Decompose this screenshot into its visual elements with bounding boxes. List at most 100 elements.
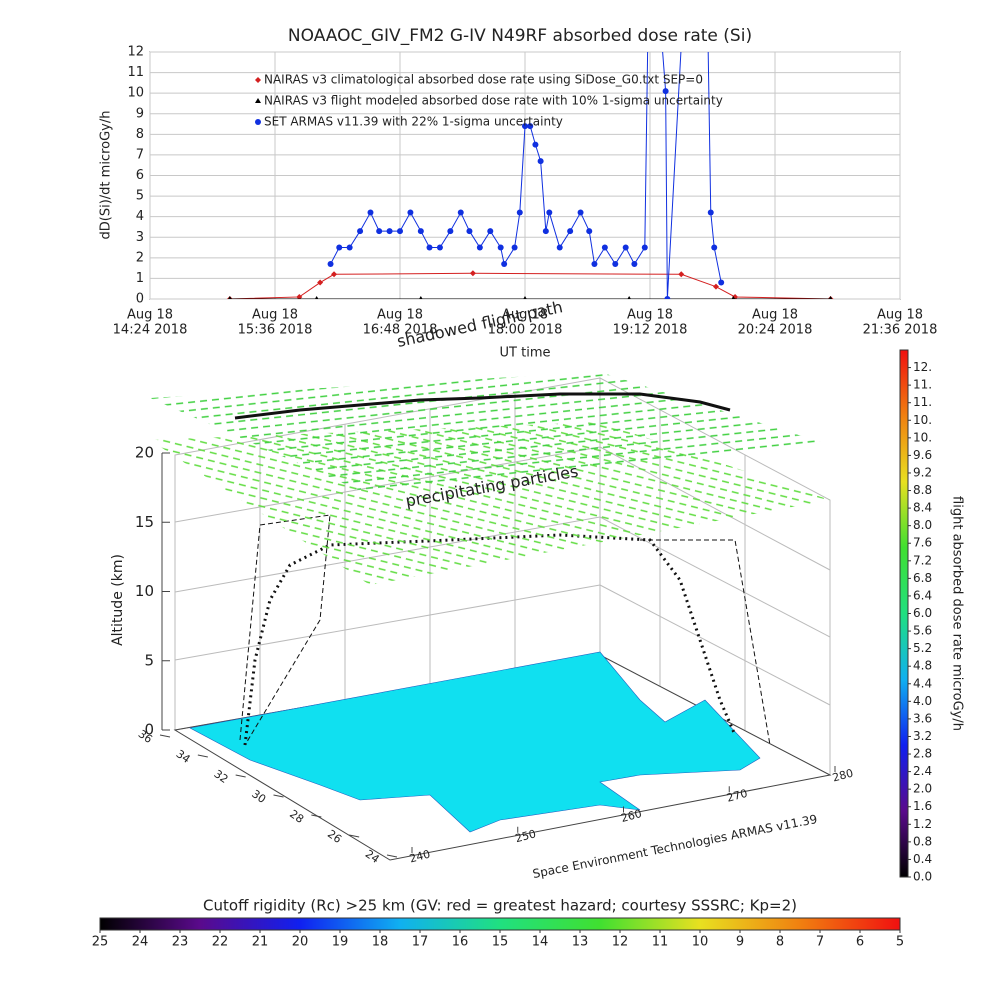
colorbar-tick-label: 24 <box>132 935 149 950</box>
colorbar-tick-label: 6.0 <box>913 606 932 620</box>
marker <box>296 293 303 299</box>
x-axis-label: UT time <box>500 346 551 361</box>
x-tick-label: 16:48 2018 <box>363 323 438 338</box>
x-tick-label: Aug 18 <box>502 308 548 323</box>
marker <box>357 228 364 235</box>
marker <box>327 261 334 268</box>
colorbar-tick-label: 16 <box>452 935 469 950</box>
marker <box>436 244 443 251</box>
colorbar-tick-label: 6.8 <box>913 571 932 585</box>
marker <box>469 270 476 277</box>
marker <box>336 244 343 251</box>
colorbar-tick-label: 8.4 <box>913 501 932 515</box>
colorbar-tick-label: 1.6 <box>913 799 932 813</box>
y-tick-label: 1 <box>136 271 144 286</box>
colorbar-tick-label: 11. <box>913 378 932 392</box>
colorbar-tick-label: 25 <box>92 935 109 950</box>
x-tick-label: Aug 18 <box>627 308 673 323</box>
marker <box>457 209 464 216</box>
colorbar-tick-label: 0.4 <box>913 852 932 866</box>
marker <box>497 244 504 251</box>
colorbar-tick-label: 1.2 <box>913 817 932 831</box>
colorbar-label: Cutoff rigidity (Rc) >25 km (GV: red = g… <box>203 897 797 915</box>
x-tick-label: Aug 18 <box>377 308 423 323</box>
marker <box>542 228 549 235</box>
marker <box>317 279 324 286</box>
z-tick-label: 5 <box>144 651 154 669</box>
marker <box>466 228 473 235</box>
legend-label: SET ARMAS v11.39 with 22% 1-sigma uncert… <box>264 115 563 129</box>
colorbar-tick-label: 5 <box>896 935 904 950</box>
lat-tick <box>311 814 322 818</box>
colorbar-tick-label: 18 <box>372 935 389 950</box>
legend-label: NAIRAS v3 flight modeled absorbed dose r… <box>264 94 723 108</box>
y-tick-label: 11 <box>127 65 144 80</box>
marker <box>556 244 563 251</box>
lat-tick <box>197 754 208 758</box>
colorbar-tick-label: 13 <box>572 935 589 950</box>
y-tick-label: 4 <box>136 209 144 224</box>
colorbar <box>99 917 901 931</box>
marker <box>228 296 232 299</box>
marker <box>516 209 523 216</box>
series-line <box>229 272 831 299</box>
marker <box>426 244 433 251</box>
y-tick-label: 8 <box>136 127 144 142</box>
z-tick-label: 0 <box>144 721 154 739</box>
marker <box>487 228 494 235</box>
marker <box>664 296 671 299</box>
x-tick-label: Aug 18 <box>127 308 173 323</box>
y-tick-label: 6 <box>136 168 144 183</box>
x-tick-label: 14:24 2018 <box>113 323 188 338</box>
shadow-path <box>234 392 731 420</box>
colorbar-tick-label: 17 <box>412 935 429 950</box>
marker <box>523 296 527 299</box>
lon-tick-label: 280 <box>831 767 855 785</box>
marker <box>476 244 483 251</box>
y-tick-label: 12 <box>127 45 144 60</box>
legend-marker <box>255 98 261 103</box>
marker <box>501 261 508 268</box>
colorbar-tick-label: 19 <box>332 935 349 950</box>
lat-tick-label: 30 <box>249 787 268 806</box>
colorbar-tick-label: 2.4 <box>913 764 932 778</box>
colorbar-tick-label: 6.4 <box>913 588 932 602</box>
colorbar-label: flight absorbed dose rate microGy/h <box>950 496 965 731</box>
marker <box>532 141 539 148</box>
y-axis-label: dD(Si)/dt microGy/h <box>99 111 114 240</box>
colorbar-tick-label: 5.2 <box>913 641 932 655</box>
marker <box>631 261 638 268</box>
marker <box>397 228 403 235</box>
marker <box>731 296 736 299</box>
plot-area <box>226 52 834 299</box>
y-tick-label: 5 <box>136 189 144 204</box>
colorbar-tick-label: 8 <box>776 935 784 950</box>
colorbar-tick-label: 4.4 <box>913 676 932 690</box>
marker <box>612 261 619 268</box>
marker <box>627 296 631 299</box>
marker <box>376 228 383 235</box>
lon-tick-label: 260 <box>620 807 644 825</box>
projection-path <box>640 539 771 746</box>
y-tick-label: 9 <box>136 106 144 121</box>
colorbar-tick-label: 3.2 <box>913 729 932 743</box>
marker <box>641 244 648 251</box>
colorbar-tick-label: 10. <box>913 413 932 427</box>
map <box>189 651 761 833</box>
legend-marker <box>255 77 261 83</box>
colorbar-tick-label: 9 <box>736 935 744 950</box>
marker <box>712 283 719 290</box>
colorbar-tick-label: 5.6 <box>913 624 932 638</box>
colorbar-tick-label: 8.0 <box>913 518 932 532</box>
colorbar-tick-label: 7 <box>816 935 824 950</box>
x-tick-label: 20:24 2018 <box>738 323 813 338</box>
marker <box>567 228 574 235</box>
colorbar-tick-label: 4.8 <box>913 659 932 673</box>
z-tick-label: 15 <box>135 513 154 531</box>
y-tick-label: 0 <box>136 292 144 307</box>
y-tick-label: 7 <box>136 147 144 162</box>
colorbar-tick-label: 22 <box>212 935 229 950</box>
x-tick-label: Aug 18 <box>877 308 923 323</box>
colorbar-tick-label: 12 <box>612 935 629 950</box>
colorbar-tick-label: 3.6 <box>913 711 932 725</box>
